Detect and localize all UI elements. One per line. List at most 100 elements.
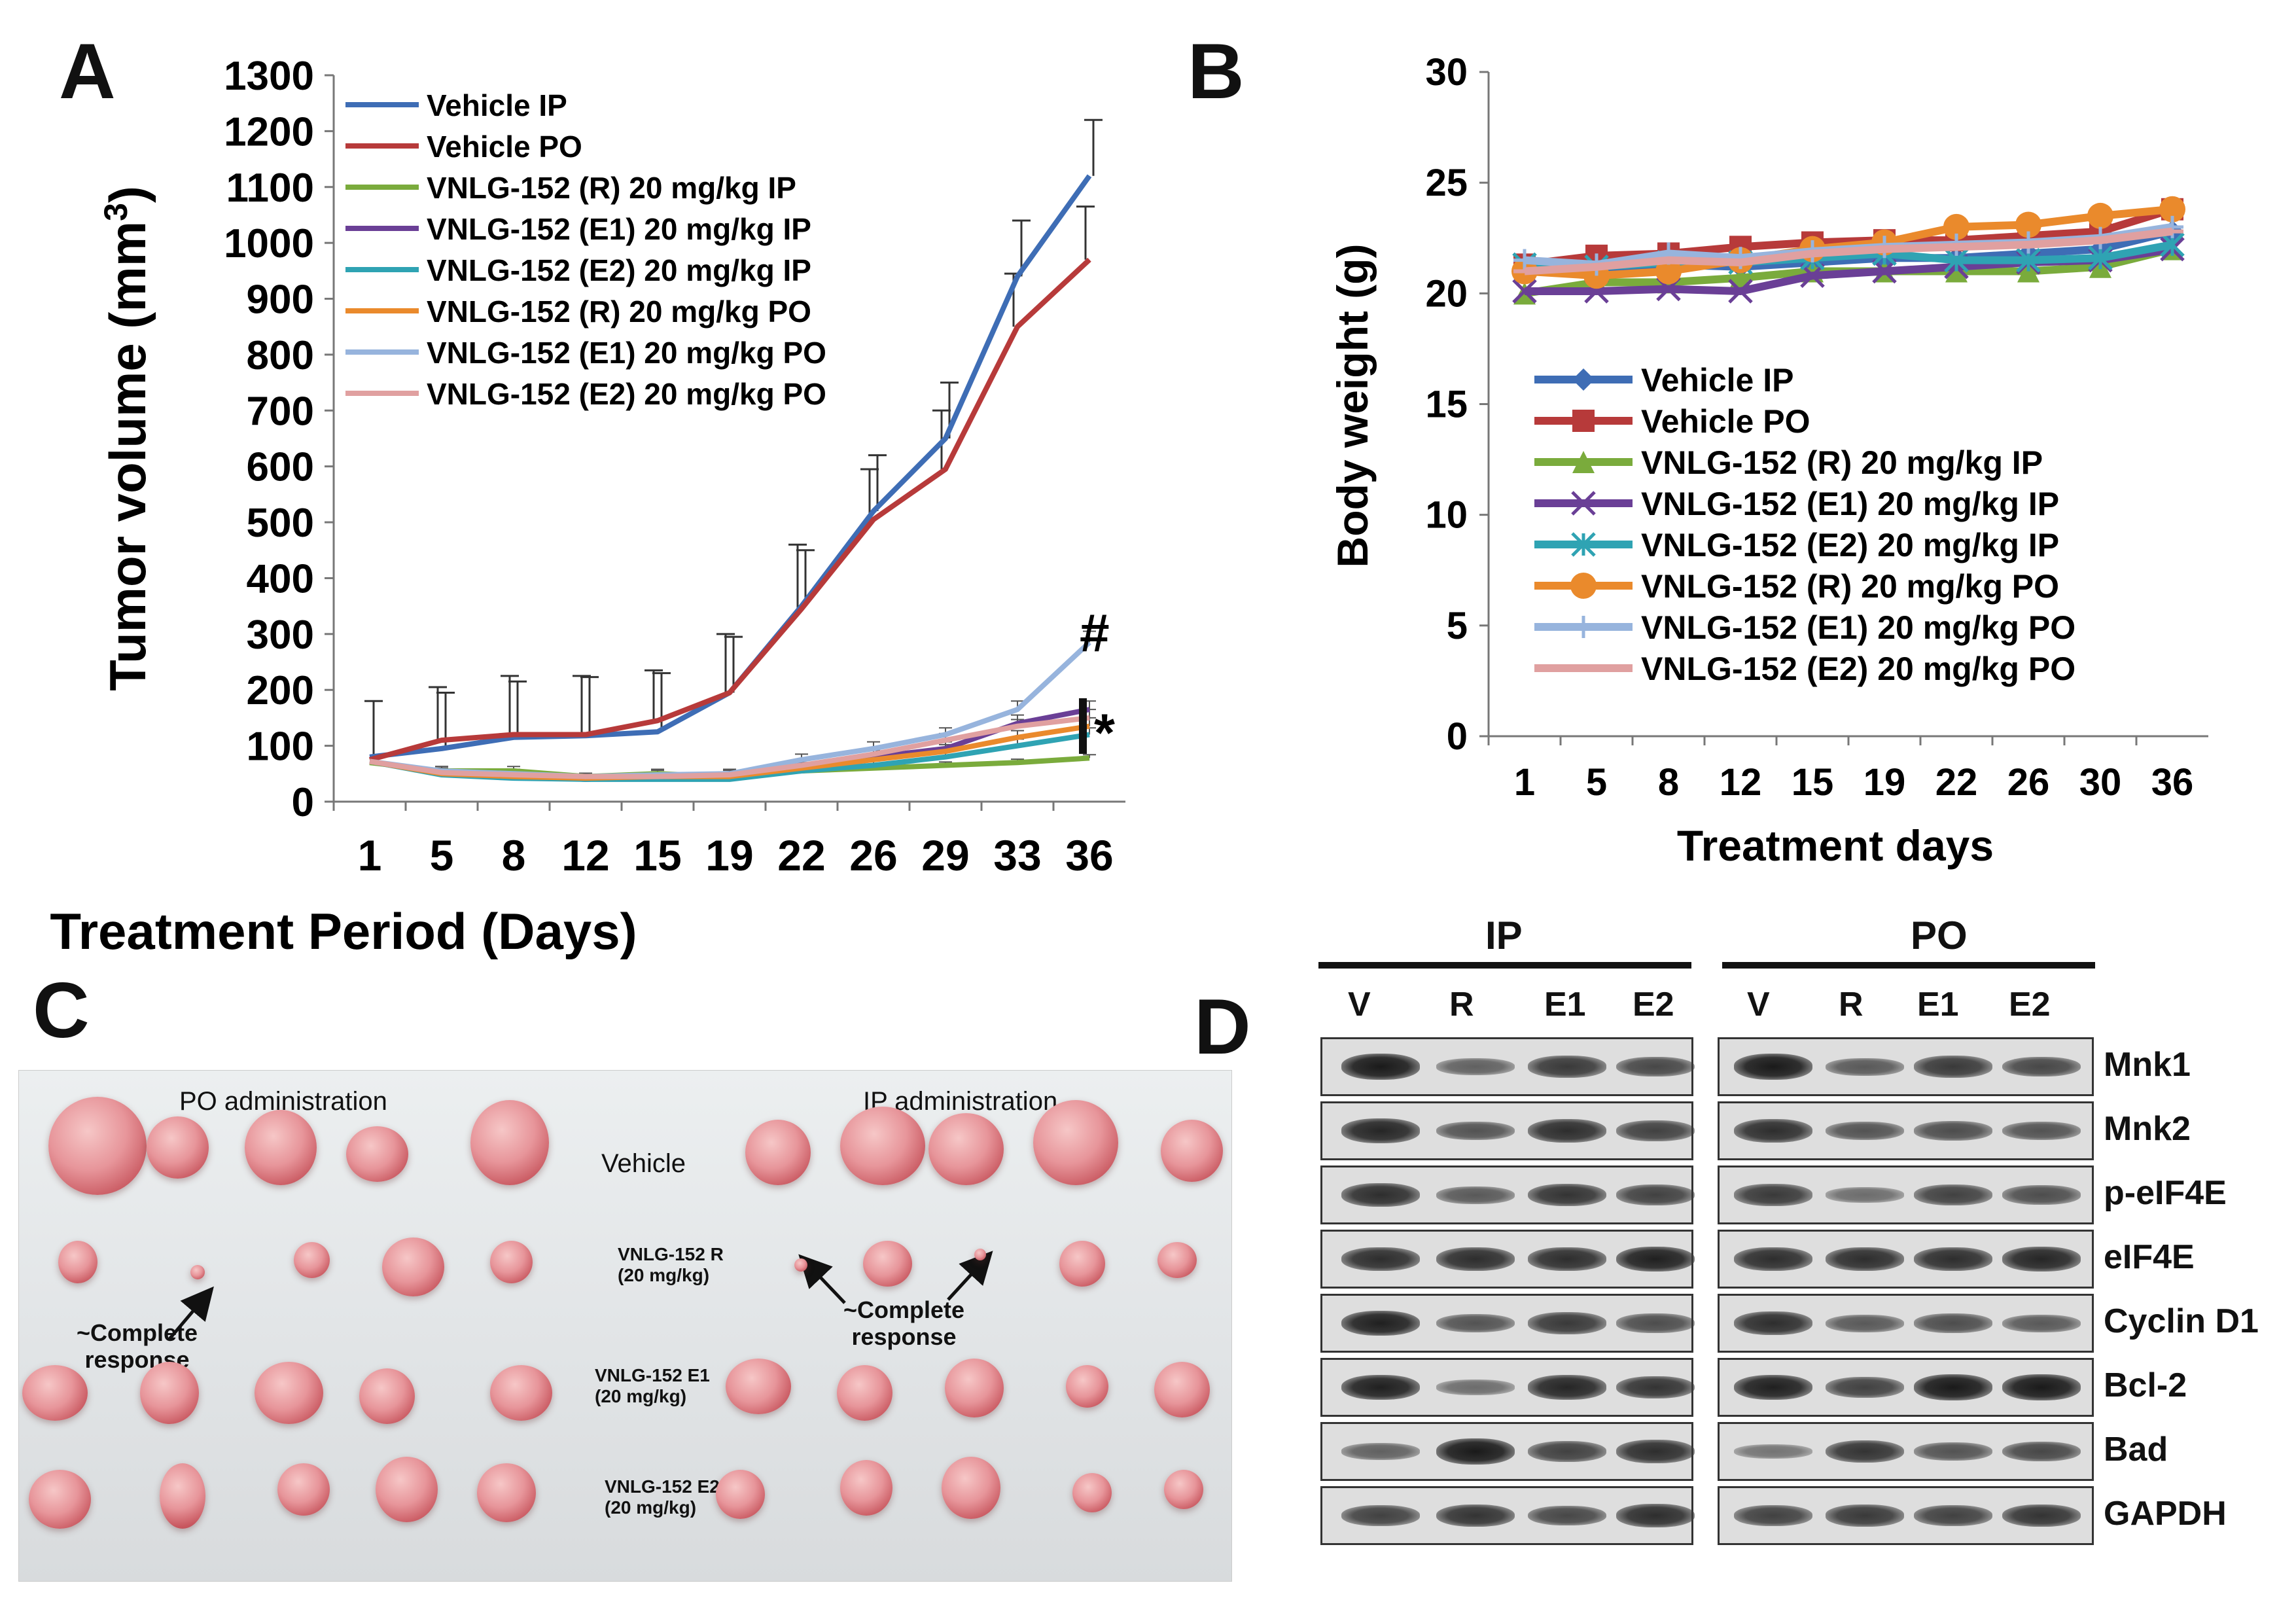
tumor: [974, 1249, 986, 1260]
tumor: [490, 1241, 533, 1283]
annotation-star: *: [1094, 703, 1115, 763]
y-tick-label: 0: [292, 780, 314, 825]
blot-band: [1914, 1056, 1992, 1078]
tumor: [794, 1258, 807, 1272]
tumor: [745, 1120, 811, 1185]
tumor: [277, 1463, 330, 1516]
blot-band: [2002, 1314, 2081, 1332]
blot-band: [1826, 1440, 1904, 1463]
legend: Vehicle IP Vehicle PO VNLG-152 (R) 20 mg/k…: [345, 88, 826, 411]
x-tick-label: 29: [921, 831, 969, 880]
blot-band: [1616, 1184, 1695, 1206]
x-axis-title: Treatment days: [1677, 821, 1994, 870]
blot-band: [1616, 1439, 1695, 1464]
arrows: [168, 1251, 993, 1340]
legend-label: VNLG-152 (R) 20 mg/kg IP: [427, 171, 796, 205]
marker: [2015, 211, 2041, 238]
lane-label: V: [1348, 986, 1371, 1024]
blot-band: [1528, 1183, 1606, 1207]
y-axis-title: Body weight (g): [1328, 244, 1377, 568]
tumor: [945, 1359, 1004, 1417]
blot-band: [1436, 1058, 1515, 1075]
marker: [1943, 213, 1969, 240]
blot-band: [1734, 1054, 1812, 1080]
tumor: [140, 1362, 199, 1424]
legend-label: VNLG-152 (R) 20 mg/kg IP: [1641, 444, 2043, 481]
blot-strip: [1320, 1101, 1693, 1160]
marker: [1800, 263, 1825, 289]
blot-band: [1616, 1120, 1695, 1142]
series-line: [1524, 227, 2173, 276]
y-tick-label: 800: [247, 333, 314, 378]
blot-band: [1734, 1374, 1812, 1400]
panel-b-letter: B: [1188, 27, 1245, 115]
tumor: [1066, 1365, 1108, 1408]
tumor: [160, 1463, 205, 1529]
lane-label: V: [1747, 986, 1770, 1024]
tumor: [1072, 1473, 1112, 1512]
lane-label: R: [1839, 986, 1863, 1024]
legend-label: VNLG-152 (E2) 20 mg/kg PO: [1641, 650, 2075, 687]
blot-band: [1528, 1375, 1606, 1400]
blot-band: [1826, 1504, 1904, 1527]
marker: [2087, 202, 2113, 229]
blot-band: [1436, 1380, 1515, 1395]
blot-band: [1341, 1443, 1420, 1460]
blot-band: [2002, 1121, 2081, 1141]
protein-label: Bad: [2104, 1431, 2168, 1468]
y-tick-label: 0: [1447, 715, 1468, 758]
x-tick-label: 8: [502, 831, 526, 880]
axes: 0 100 200 300 400 500 600 700 800 900 1000 1100 1200…: [224, 54, 1125, 880]
blot-strip: [1320, 1358, 1693, 1417]
arrow-middle: [798, 1254, 846, 1304]
x-tick-label: 33: [993, 831, 1041, 880]
blot-band: [1826, 1058, 1904, 1076]
e1-row-label: VNLG-152 E1 (20 mg/kg): [595, 1365, 710, 1407]
tumor: [928, 1113, 1004, 1185]
blot-band: [1914, 1504, 1992, 1527]
blot-band: [1914, 1247, 1992, 1272]
series-line: [368, 257, 1091, 762]
blot-band: [1341, 1118, 1420, 1143]
x-tick-label: 22: [777, 831, 825, 880]
blot-strip: [1320, 1037, 1693, 1096]
legend-label: VNLG-152 (E1) 20 mg/kg PO: [1641, 609, 2075, 646]
blot-band: [1914, 1442, 1992, 1461]
panel-c-letter: C: [33, 967, 90, 1054]
legend-label: VNLG-152 (R) 20 mg/kg PO: [1641, 568, 2059, 605]
legend-label: VNLG-152 (E2) 20 mg/kg IP: [1641, 527, 2059, 563]
x-tick-label: 15: [633, 831, 681, 880]
tumor: [477, 1463, 536, 1522]
legend-label: VNLG-152 (E1) 20 mg/kg IP: [1641, 486, 2059, 522]
blot-strip: [1718, 1230, 2094, 1289]
blot-band: [1616, 1056, 1695, 1077]
blot-strip: [1718, 1166, 2094, 1224]
arrow-right: [947, 1251, 993, 1301]
blot-strip: [1718, 1037, 2094, 1096]
blot-band: [2002, 1247, 2081, 1272]
marker: [1572, 451, 1595, 473]
lane-label: R: [1449, 986, 1474, 1024]
tumor-photo: PO administration IP administration Vehi…: [18, 1070, 1232, 1582]
tumor: [726, 1359, 791, 1414]
marker: [1872, 258, 1897, 284]
complete-response-label-right: ~Complete response: [843, 1296, 965, 1351]
ip-header: IP: [1485, 914, 1523, 957]
blot-band: [1436, 1247, 1515, 1272]
lane-label: E1: [1544, 986, 1586, 1024]
tumor: [1164, 1470, 1203, 1509]
tumor: [1059, 1241, 1105, 1287]
protein-label: Bcl-2: [2104, 1366, 2187, 1404]
y-tick-label: 25: [1425, 162, 1468, 204]
blot-band: [1341, 1504, 1420, 1527]
y-tick-label: 15: [1425, 383, 1468, 426]
tumor: [1033, 1100, 1118, 1185]
tumor: [1157, 1242, 1197, 1278]
blot-band: [1528, 1247, 1606, 1272]
tumor: [346, 1126, 408, 1182]
protein-label: Mnk2: [2104, 1110, 2191, 1148]
tumor: [382, 1237, 444, 1296]
legend-label: VNLG-152 (E1) 20 mg/kg PO: [427, 336, 826, 370]
